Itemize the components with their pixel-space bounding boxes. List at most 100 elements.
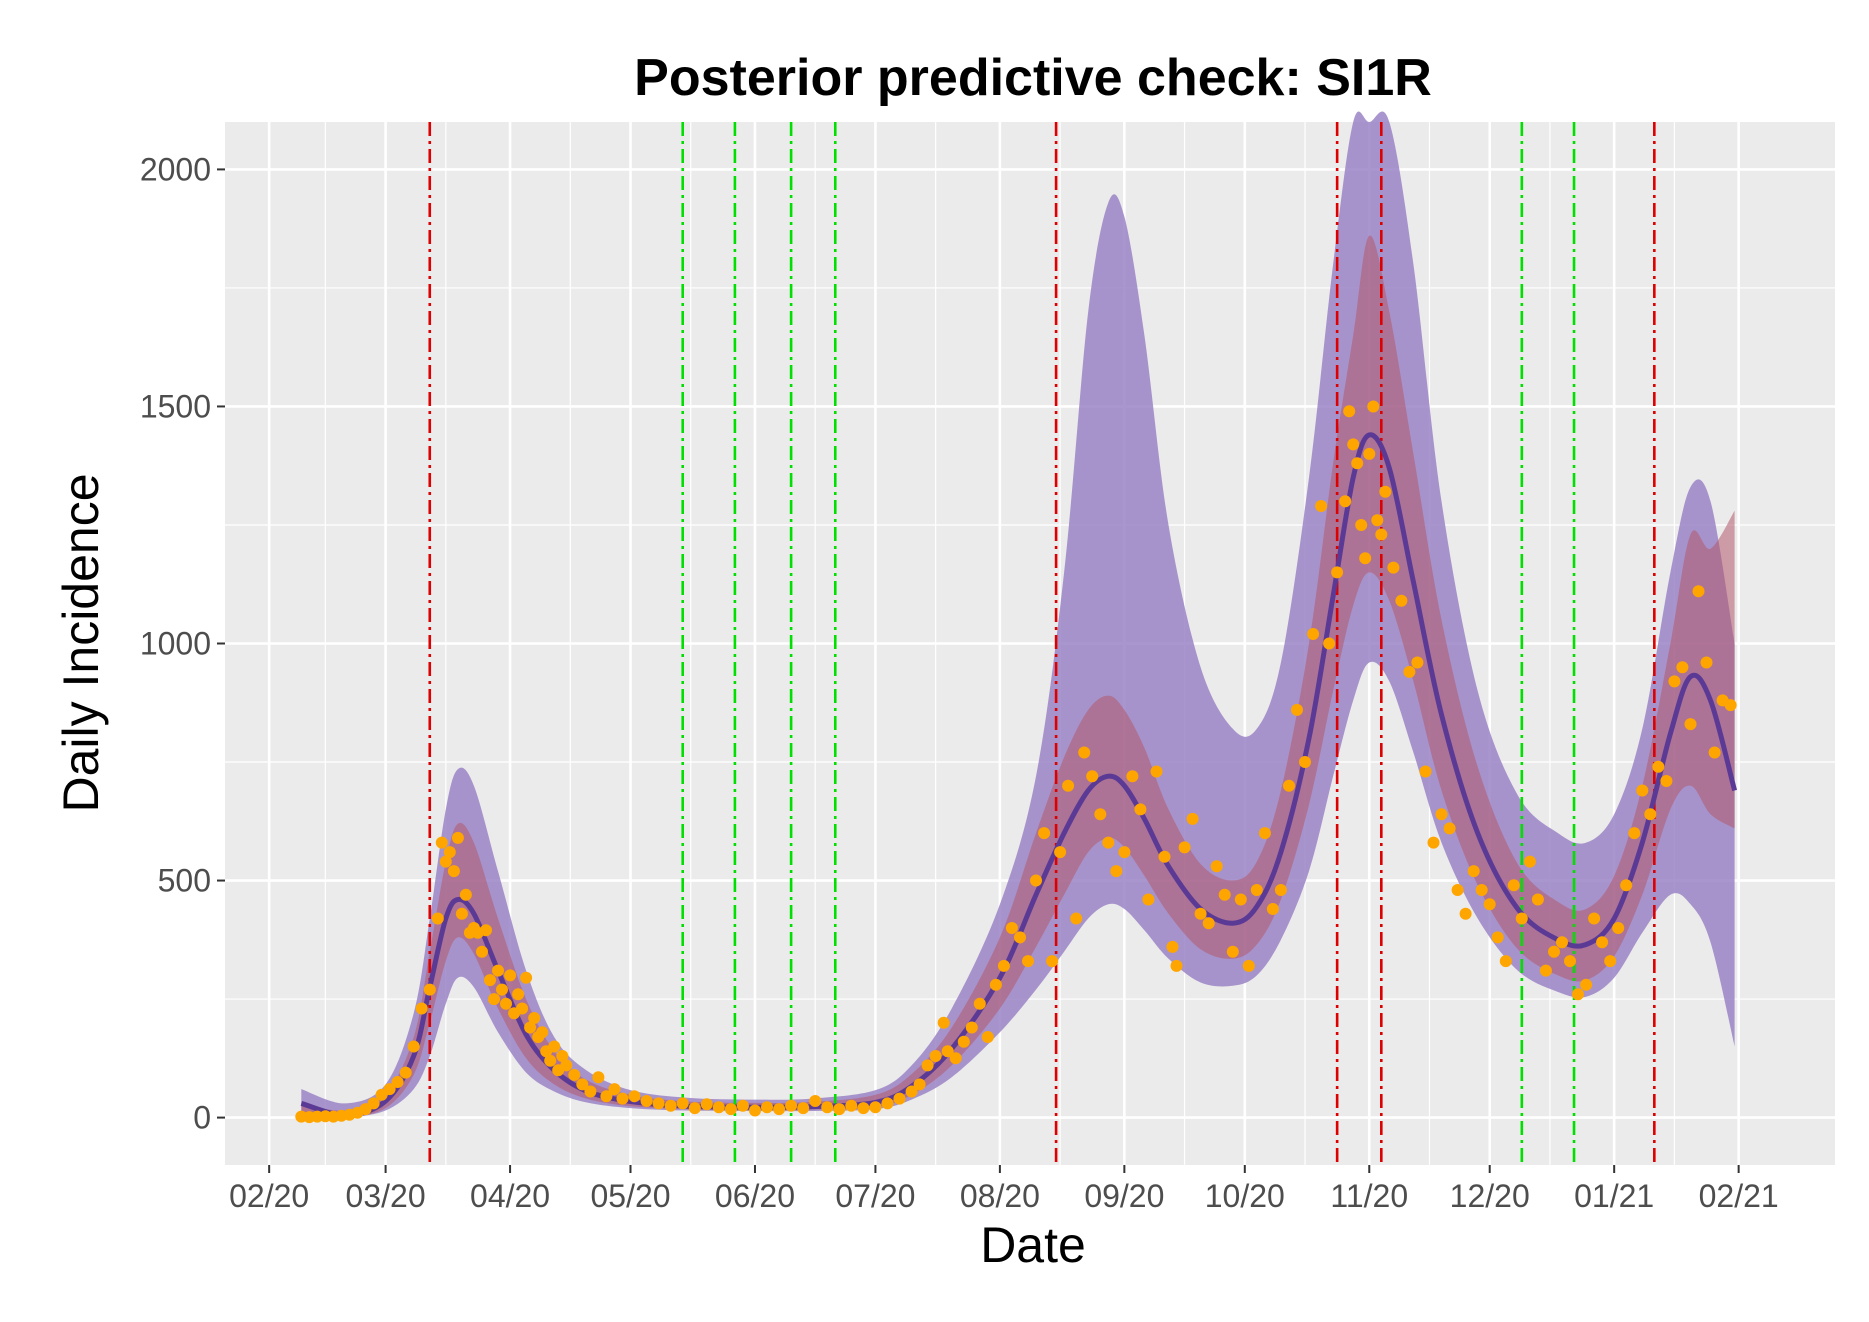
data-point [809, 1095, 822, 1107]
data-point [1375, 528, 1388, 541]
data-point [1307, 628, 1320, 640]
data-point [476, 945, 488, 958]
data-point [1572, 988, 1584, 1001]
data-point [881, 1097, 894, 1110]
credible-bands [301, 111, 1735, 1119]
data-point [496, 983, 508, 996]
data-point [1070, 912, 1083, 925]
data-point [1142, 893, 1155, 906]
data-point [676, 1097, 689, 1110]
x-tick-label: 01/21 [1574, 1178, 1654, 1214]
data-point [664, 1099, 677, 1112]
data-point [1684, 718, 1697, 731]
data-point [1274, 884, 1287, 896]
data-point [480, 924, 492, 937]
data-point [1086, 770, 1099, 783]
data-point [736, 1099, 749, 1112]
x-tick-label: 11/20 [1330, 1178, 1408, 1214]
data-point [1523, 855, 1536, 868]
data-point [1660, 775, 1673, 787]
data-point [439, 855, 452, 868]
x-tick-label: 04/20 [470, 1178, 550, 1214]
data-point [749, 1104, 761, 1117]
data-point [1005, 922, 1018, 934]
data-point [833, 1103, 846, 1116]
data-point [1539, 964, 1552, 977]
data-point [1403, 665, 1416, 678]
data-point [1483, 898, 1496, 911]
data-point [415, 1002, 428, 1015]
y-axis-title: Daily Incidence [53, 473, 109, 812]
data-point [576, 1078, 589, 1091]
data-point [1291, 703, 1303, 716]
data-point [1411, 656, 1424, 669]
data-point [1266, 903, 1279, 915]
y-tick-label: 2000 [140, 151, 211, 187]
data-point [1062, 779, 1075, 792]
data-point [492, 964, 504, 977]
data-point [1620, 879, 1633, 892]
data-point [1194, 907, 1207, 920]
x-axis: 02/20 03/20 04/20 05/20 06/20 07/20 08/20 09/20… [229, 1165, 1779, 1214]
data-point [941, 1045, 954, 1058]
data-point [628, 1090, 641, 1103]
data-point [592, 1071, 605, 1084]
data-point [1126, 770, 1139, 783]
data-point [1250, 884, 1263, 896]
data-point [845, 1099, 858, 1112]
data-point [443, 846, 456, 859]
data-point [1531, 893, 1544, 906]
data-point [1419, 765, 1432, 778]
data-point [1588, 912, 1601, 925]
data-point [1150, 765, 1163, 778]
data-point [1094, 808, 1107, 821]
data-point [640, 1095, 653, 1107]
data-point [893, 1092, 906, 1105]
x-tick-label: 05/20 [590, 1178, 670, 1214]
data-point [869, 1101, 882, 1114]
data-point [1564, 955, 1576, 968]
data-point [1363, 447, 1376, 460]
data-point [1022, 955, 1034, 968]
data-point [1459, 907, 1472, 920]
data-point [528, 1012, 541, 1024]
data-point [1110, 865, 1123, 878]
data-point [447, 865, 460, 878]
data-point [1170, 959, 1183, 972]
data-point [1351, 457, 1364, 470]
data-point [1451, 884, 1464, 896]
data-point [1283, 779, 1295, 792]
data-point [688, 1102, 701, 1115]
data-point [1359, 552, 1372, 565]
data-point [520, 971, 533, 984]
data-point [913, 1078, 926, 1091]
data-point [524, 1021, 537, 1034]
data-point [1178, 841, 1191, 854]
data-point [1596, 936, 1609, 949]
x-tick-label: 03/20 [346, 1178, 426, 1214]
data-point [423, 983, 436, 996]
chart-title: Posterior predictive check: SI1R [634, 49, 1432, 107]
data-point [1258, 827, 1271, 840]
data-point [821, 1101, 834, 1114]
data-point [556, 1050, 569, 1062]
data-point [1515, 912, 1528, 925]
data-point [1443, 822, 1456, 835]
data-point [1556, 936, 1568, 949]
data-point [1118, 846, 1131, 859]
data-point [981, 1031, 994, 1043]
y-tick-label: 1000 [140, 626, 211, 662]
data-point [1367, 400, 1380, 413]
data-point [700, 1098, 713, 1111]
data-point [785, 1099, 798, 1112]
data-point [1166, 940, 1179, 953]
data-point [1548, 945, 1560, 958]
data-point [1668, 675, 1681, 688]
x-tick-label: 02/21 [1699, 1178, 1779, 1214]
data-point [504, 969, 517, 982]
data-point [1604, 955, 1617, 968]
data-point [929, 1050, 942, 1062]
data-point [1134, 803, 1147, 816]
data-point [484, 974, 496, 987]
data-point [459, 888, 472, 901]
